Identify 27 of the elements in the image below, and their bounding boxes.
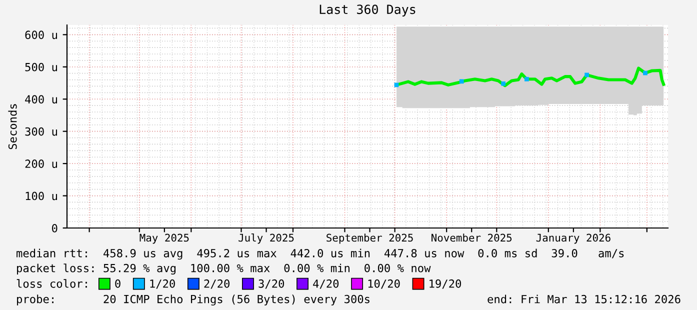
text: end: Fri Mar 13 15:12:16 2026 (488, 294, 680, 304)
y-tick-label: 0 (52, 224, 58, 232)
x-tick-label: May 2025 (140, 234, 189, 244)
x-tick-label: September 2025 (326, 234, 413, 244)
y-tick-label: 100 u (26, 192, 57, 200)
text: packet loss: 55.29 % avg 100.00 % max 0.00 % min 0.00 % now (17, 264, 431, 275)
legend-label: 10/20 (368, 279, 400, 289)
y-tick-label: 500 u (25, 62, 57, 72)
y-axis-title: Seconds (8, 104, 17, 150)
legend-label: 0 (115, 279, 120, 288)
legend-label: 19/20 (430, 279, 461, 289)
y-tick-label: 300 u (25, 127, 57, 136)
legend-label: 2/20 (204, 279, 230, 289)
text: probe: 20 ICMP Echo Pings (56 Bytes) every 300s (17, 294, 370, 306)
y-tick-label: 200 u (25, 160, 57, 168)
y-tick-label: 400 u (25, 95, 57, 104)
x-tick-label: July 2025 (238, 234, 294, 244)
text: median rtt: 458.9 us avg 495.2 us max 442.0 us min 447.8 us now 0.0 ms sd 39.0 am/s (16, 248, 624, 260)
y-tick-label: 600 u (25, 30, 57, 40)
x-tick-label: January 2026 (536, 234, 610, 244)
legend-label: 3/20 (258, 279, 284, 289)
point (501, 81, 506, 86)
x-tick-label: November 2025 (432, 234, 512, 242)
legend-label: 4/20 (313, 279, 339, 289)
legend-label: 1/20 (150, 279, 175, 289)
chart-title: Last 360 Days (320, 4, 416, 16)
text: loss color: (16, 279, 87, 288)
